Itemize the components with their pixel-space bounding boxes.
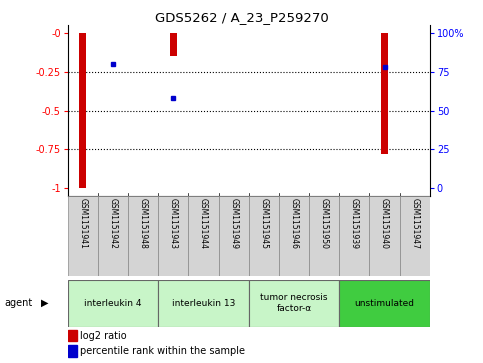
Text: GSM1151945: GSM1151945 — [259, 199, 269, 249]
Text: ▶: ▶ — [41, 298, 49, 308]
Text: GSM1151942: GSM1151942 — [108, 199, 117, 249]
Bar — [339, 280, 430, 327]
Bar — [279, 196, 309, 276]
Text: GSM1151939: GSM1151939 — [350, 199, 359, 249]
Text: log2 ratio: log2 ratio — [80, 331, 127, 341]
Bar — [68, 345, 77, 357]
Bar — [170, 33, 177, 56]
Text: GSM1151947: GSM1151947 — [410, 199, 419, 249]
Text: GSM1151941: GSM1151941 — [78, 199, 87, 249]
Bar — [249, 196, 279, 276]
Text: GDS5262 / A_23_P259270: GDS5262 / A_23_P259270 — [155, 11, 328, 24]
Bar — [400, 196, 430, 276]
Text: GSM1151950: GSM1151950 — [320, 199, 329, 249]
Text: GSM1151940: GSM1151940 — [380, 199, 389, 249]
Bar — [381, 33, 388, 154]
Bar — [68, 280, 158, 327]
Text: GSM1151949: GSM1151949 — [229, 199, 238, 249]
Text: tumor necrosis
factor-α: tumor necrosis factor-α — [260, 293, 328, 313]
Bar — [68, 330, 77, 341]
Bar — [158, 196, 188, 276]
Text: interleukin 13: interleukin 13 — [172, 299, 235, 307]
Bar — [339, 196, 369, 276]
Text: GSM1151944: GSM1151944 — [199, 199, 208, 249]
Bar — [68, 196, 98, 276]
Bar — [128, 196, 158, 276]
Text: unstimulated: unstimulated — [355, 299, 414, 307]
Bar — [369, 196, 400, 276]
Bar — [249, 280, 339, 327]
Text: interleukin 4: interleukin 4 — [84, 299, 142, 307]
Bar — [98, 196, 128, 276]
Text: GSM1151946: GSM1151946 — [289, 199, 298, 249]
Bar — [219, 196, 249, 276]
Bar — [158, 280, 249, 327]
Text: GSM1151943: GSM1151943 — [169, 199, 178, 249]
Text: GSM1151948: GSM1151948 — [139, 199, 148, 249]
Text: agent: agent — [5, 298, 33, 308]
Bar — [188, 196, 219, 276]
Bar — [309, 196, 339, 276]
Bar — [79, 33, 86, 188]
Text: percentile rank within the sample: percentile rank within the sample — [80, 346, 245, 356]
